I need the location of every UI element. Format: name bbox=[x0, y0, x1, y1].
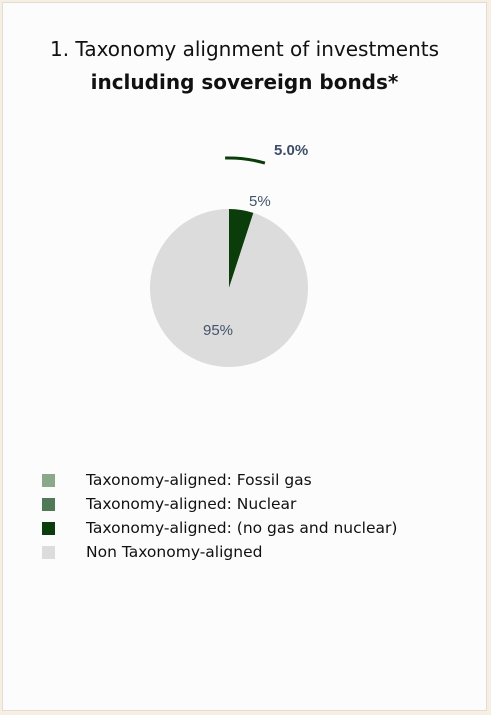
legend-swatch bbox=[42, 521, 55, 535]
legend-swatch bbox=[42, 497, 55, 511]
legend-item-non-aligned: Non Taxonomy-aligned bbox=[42, 540, 397, 564]
legend-swatch bbox=[42, 473, 55, 487]
chart-title: 1. Taxonomy alignment of investments bbox=[49, 37, 440, 61]
legend-label: Taxonomy-aligned: Fossil gas bbox=[86, 471, 312, 489]
slice-label-non-aligned: 95% bbox=[203, 322, 233, 339]
pie-slice-non-aligned bbox=[150, 209, 309, 367]
legend-label: Taxonomy-aligned: Nuclear bbox=[86, 495, 297, 513]
legend-item-fossil-gas: Taxonomy-aligned: Fossil gas bbox=[42, 468, 397, 492]
callout-label: 5.0% bbox=[274, 142, 308, 159]
slice-label-aligned: 5% bbox=[249, 193, 271, 210]
pie-slice-aligned bbox=[229, 209, 254, 288]
legend-swatch bbox=[42, 545, 55, 559]
legend-label: Taxonomy-aligned: (no gas and nuclear) bbox=[86, 519, 398, 537]
legend: Taxonomy-aligned: Fossil gas Taxonomy-al… bbox=[42, 468, 397, 564]
legend-item-no-gas-nuclear: Taxonomy-aligned: (no gas and nuclear) bbox=[42, 516, 397, 540]
callout-arc bbox=[225, 156, 266, 165]
chart-subtitle: including sovereign bonds* bbox=[90, 70, 399, 94]
legend-item-nuclear: Taxonomy-aligned: Nuclear bbox=[42, 492, 397, 516]
legend-label: Non Taxonomy-aligned bbox=[86, 543, 263, 561]
